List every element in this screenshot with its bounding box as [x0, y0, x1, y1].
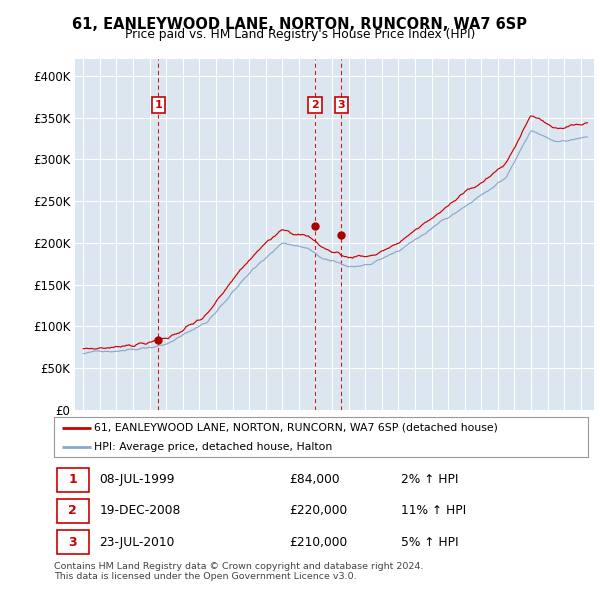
- Text: Contains HM Land Registry data © Crown copyright and database right 2024.
This d: Contains HM Land Registry data © Crown c…: [54, 562, 424, 581]
- Text: 08-JUL-1999: 08-JUL-1999: [100, 473, 175, 486]
- Text: 23-JUL-2010: 23-JUL-2010: [100, 536, 175, 549]
- Text: 5% ↑ HPI: 5% ↑ HPI: [401, 536, 459, 549]
- Text: £84,000: £84,000: [289, 473, 340, 486]
- Text: 61, EANLEYWOOD LANE, NORTON, RUNCORN, WA7 6SP (detached house): 61, EANLEYWOOD LANE, NORTON, RUNCORN, WA…: [94, 423, 498, 433]
- Text: 2% ↑ HPI: 2% ↑ HPI: [401, 473, 458, 486]
- Text: HPI: Average price, detached house, Halton: HPI: Average price, detached house, Halt…: [94, 442, 332, 452]
- Text: 2: 2: [311, 100, 319, 110]
- Text: 2: 2: [68, 504, 77, 517]
- Text: 3: 3: [68, 536, 77, 549]
- Text: 1: 1: [68, 473, 77, 486]
- Text: 11% ↑ HPI: 11% ↑ HPI: [401, 504, 466, 517]
- Text: 61, EANLEYWOOD LANE, NORTON, RUNCORN, WA7 6SP: 61, EANLEYWOOD LANE, NORTON, RUNCORN, WA…: [73, 17, 527, 31]
- FancyBboxPatch shape: [56, 499, 89, 523]
- Text: 3: 3: [337, 100, 345, 110]
- Text: Price paid vs. HM Land Registry's House Price Index (HPI): Price paid vs. HM Land Registry's House …: [125, 28, 475, 41]
- FancyBboxPatch shape: [56, 468, 89, 491]
- Text: £220,000: £220,000: [289, 504, 347, 517]
- Text: £210,000: £210,000: [289, 536, 347, 549]
- FancyBboxPatch shape: [56, 530, 89, 554]
- FancyBboxPatch shape: [54, 417, 588, 457]
- Text: 19-DEC-2008: 19-DEC-2008: [100, 504, 181, 517]
- Text: 1: 1: [154, 100, 162, 110]
